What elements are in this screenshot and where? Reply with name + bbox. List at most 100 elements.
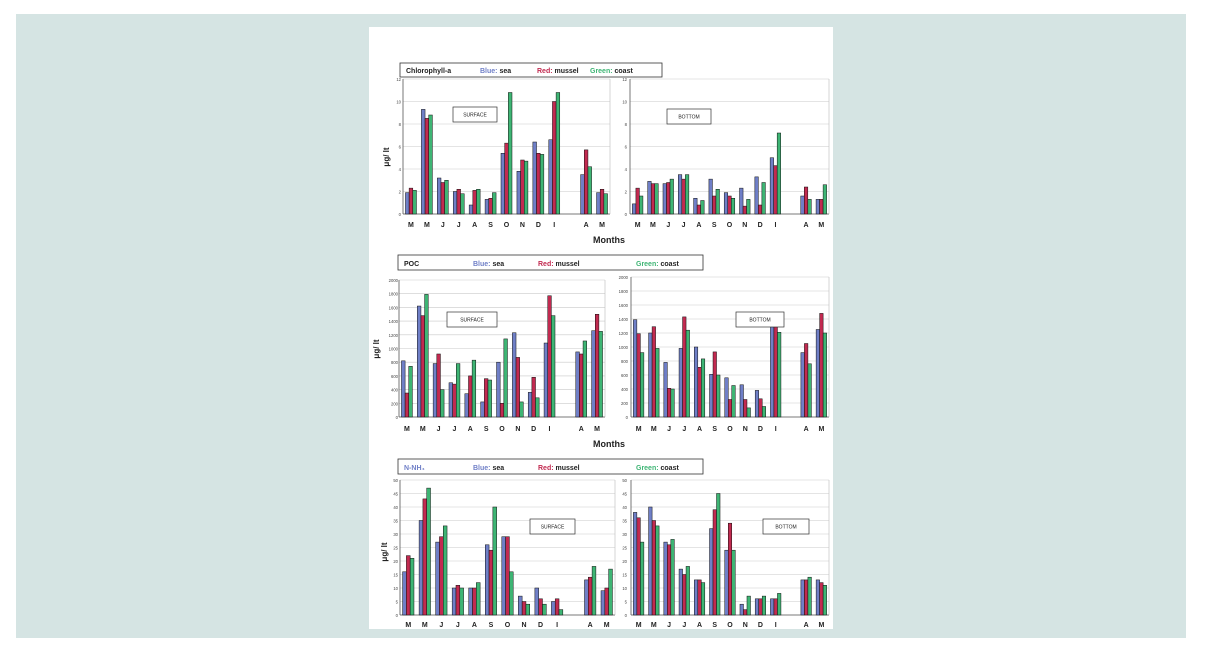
y-tick-label: 5 [396,600,399,605]
bar-mussel [773,317,778,418]
bar-coast [591,566,597,616]
category-label: N [743,622,748,629]
bar-mussel [404,392,409,418]
category-label: S [484,426,489,433]
y-tick-label: 6 [625,145,628,150]
bar-coast [508,92,513,215]
category-label: A [697,622,702,629]
y-tick-label: 8 [625,122,628,127]
y-tick-label: 10 [396,100,401,105]
bar-mussel [520,159,525,215]
variable-title: POC [404,261,419,268]
y-tick-label: 40 [393,505,398,510]
y-tick-label: 25 [622,546,627,551]
y-tick-label: 10 [393,586,398,591]
bar-sea [464,393,469,418]
y-axis-label: μg/ lt [380,542,389,561]
bar-sea [678,174,683,215]
legend-sea: Blue: sea [473,465,504,472]
variable-title: Chlorophyll-a [406,68,451,75]
y-tick-label: 0 [625,212,628,217]
bar-coast [539,154,545,215]
bar-sea [632,203,637,215]
legend-box [399,62,663,78]
legend-coast: Green: coast [636,465,679,472]
panel-bottom: 0 200 400 600 800 1000 1200 1400 1600 1800 2000 M M J… [619,275,830,433]
category-label: A [804,622,809,629]
category-label: I [549,426,551,433]
bar-sea [401,360,406,418]
bar-sea [468,204,474,215]
panel-surface: 0 5 10 15 20 25 30 35 40 45 50 M M J J A S O N D I A M SURFACE [393,478,616,629]
bar-mussel [515,357,520,418]
bar-mussel [436,353,441,418]
bar-sea [548,139,553,215]
legend-box [397,254,704,271]
bar-coast [670,388,675,418]
x-axis-label: Months [593,439,625,449]
y-tick-label: 1400 [389,319,399,324]
category-label: I [556,622,558,629]
bar-mussel [712,195,717,215]
bar-sea [418,520,424,616]
y-axis-label: μg/ lt [382,147,391,166]
bar-mussel [743,399,748,418]
bar-mussel [499,403,505,418]
bar-mussel [472,190,477,215]
bar-mussel [636,517,641,616]
category-label: A [697,426,702,433]
y-tick-label: 600 [621,373,629,378]
category-label: M [651,426,657,433]
bar-mussel [588,576,593,616]
bar-sea [448,382,453,418]
bar-sea [480,401,485,418]
category-label: S [488,222,493,229]
panel-label: BOTTOM [678,115,699,121]
bar-mussel [599,189,605,215]
bar-mussel [742,205,747,215]
y-tick-label: 1800 [389,292,399,297]
bar-mussel [472,587,477,616]
y-tick-label: 0 [399,212,402,217]
bar-mussel [667,388,672,418]
category-label: J [666,222,670,229]
bar-mussel [505,536,510,616]
y-tick-label: 35 [393,519,398,524]
bar-mussel [452,383,457,418]
bar-sea [709,528,714,616]
category-label: M [636,622,642,629]
panel-label-box [529,518,576,535]
bar-mussel [773,598,778,616]
category-label: A [472,622,477,629]
category-label: I [553,222,555,229]
bar-sea [496,361,501,418]
bar-mussel [682,574,687,616]
bar-coast [519,401,524,418]
bar-sea [633,319,638,418]
bar-coast [746,595,751,616]
bar-coast [669,178,674,215]
bar-sea [484,199,489,215]
category-label: N [743,426,748,433]
category-label: J [667,622,671,629]
bar-coast [685,566,690,616]
bar-mussel [552,101,557,215]
y-tick-label: 12 [622,77,627,82]
bar-coast [471,359,477,418]
category-label: M [599,222,605,229]
chart-2: POC Blue: sea Red: mussel Green: coast μg/ l… [372,254,830,449]
bar-mussel [504,142,509,215]
bar-sea [516,171,521,215]
y-tick-label: 1000 [619,345,629,350]
bar-mussel [819,582,824,616]
category-label: M [405,622,411,629]
bar-coast [746,199,751,215]
bar-coast [492,506,497,616]
y-tick-label: 45 [622,492,627,497]
bar-mussel [758,398,763,418]
y-tick-label: 10 [622,100,627,105]
bar-sea [575,351,580,418]
category-label: M [818,622,824,629]
y-tick-label: 8 [399,122,402,127]
category-label: J [682,426,686,433]
